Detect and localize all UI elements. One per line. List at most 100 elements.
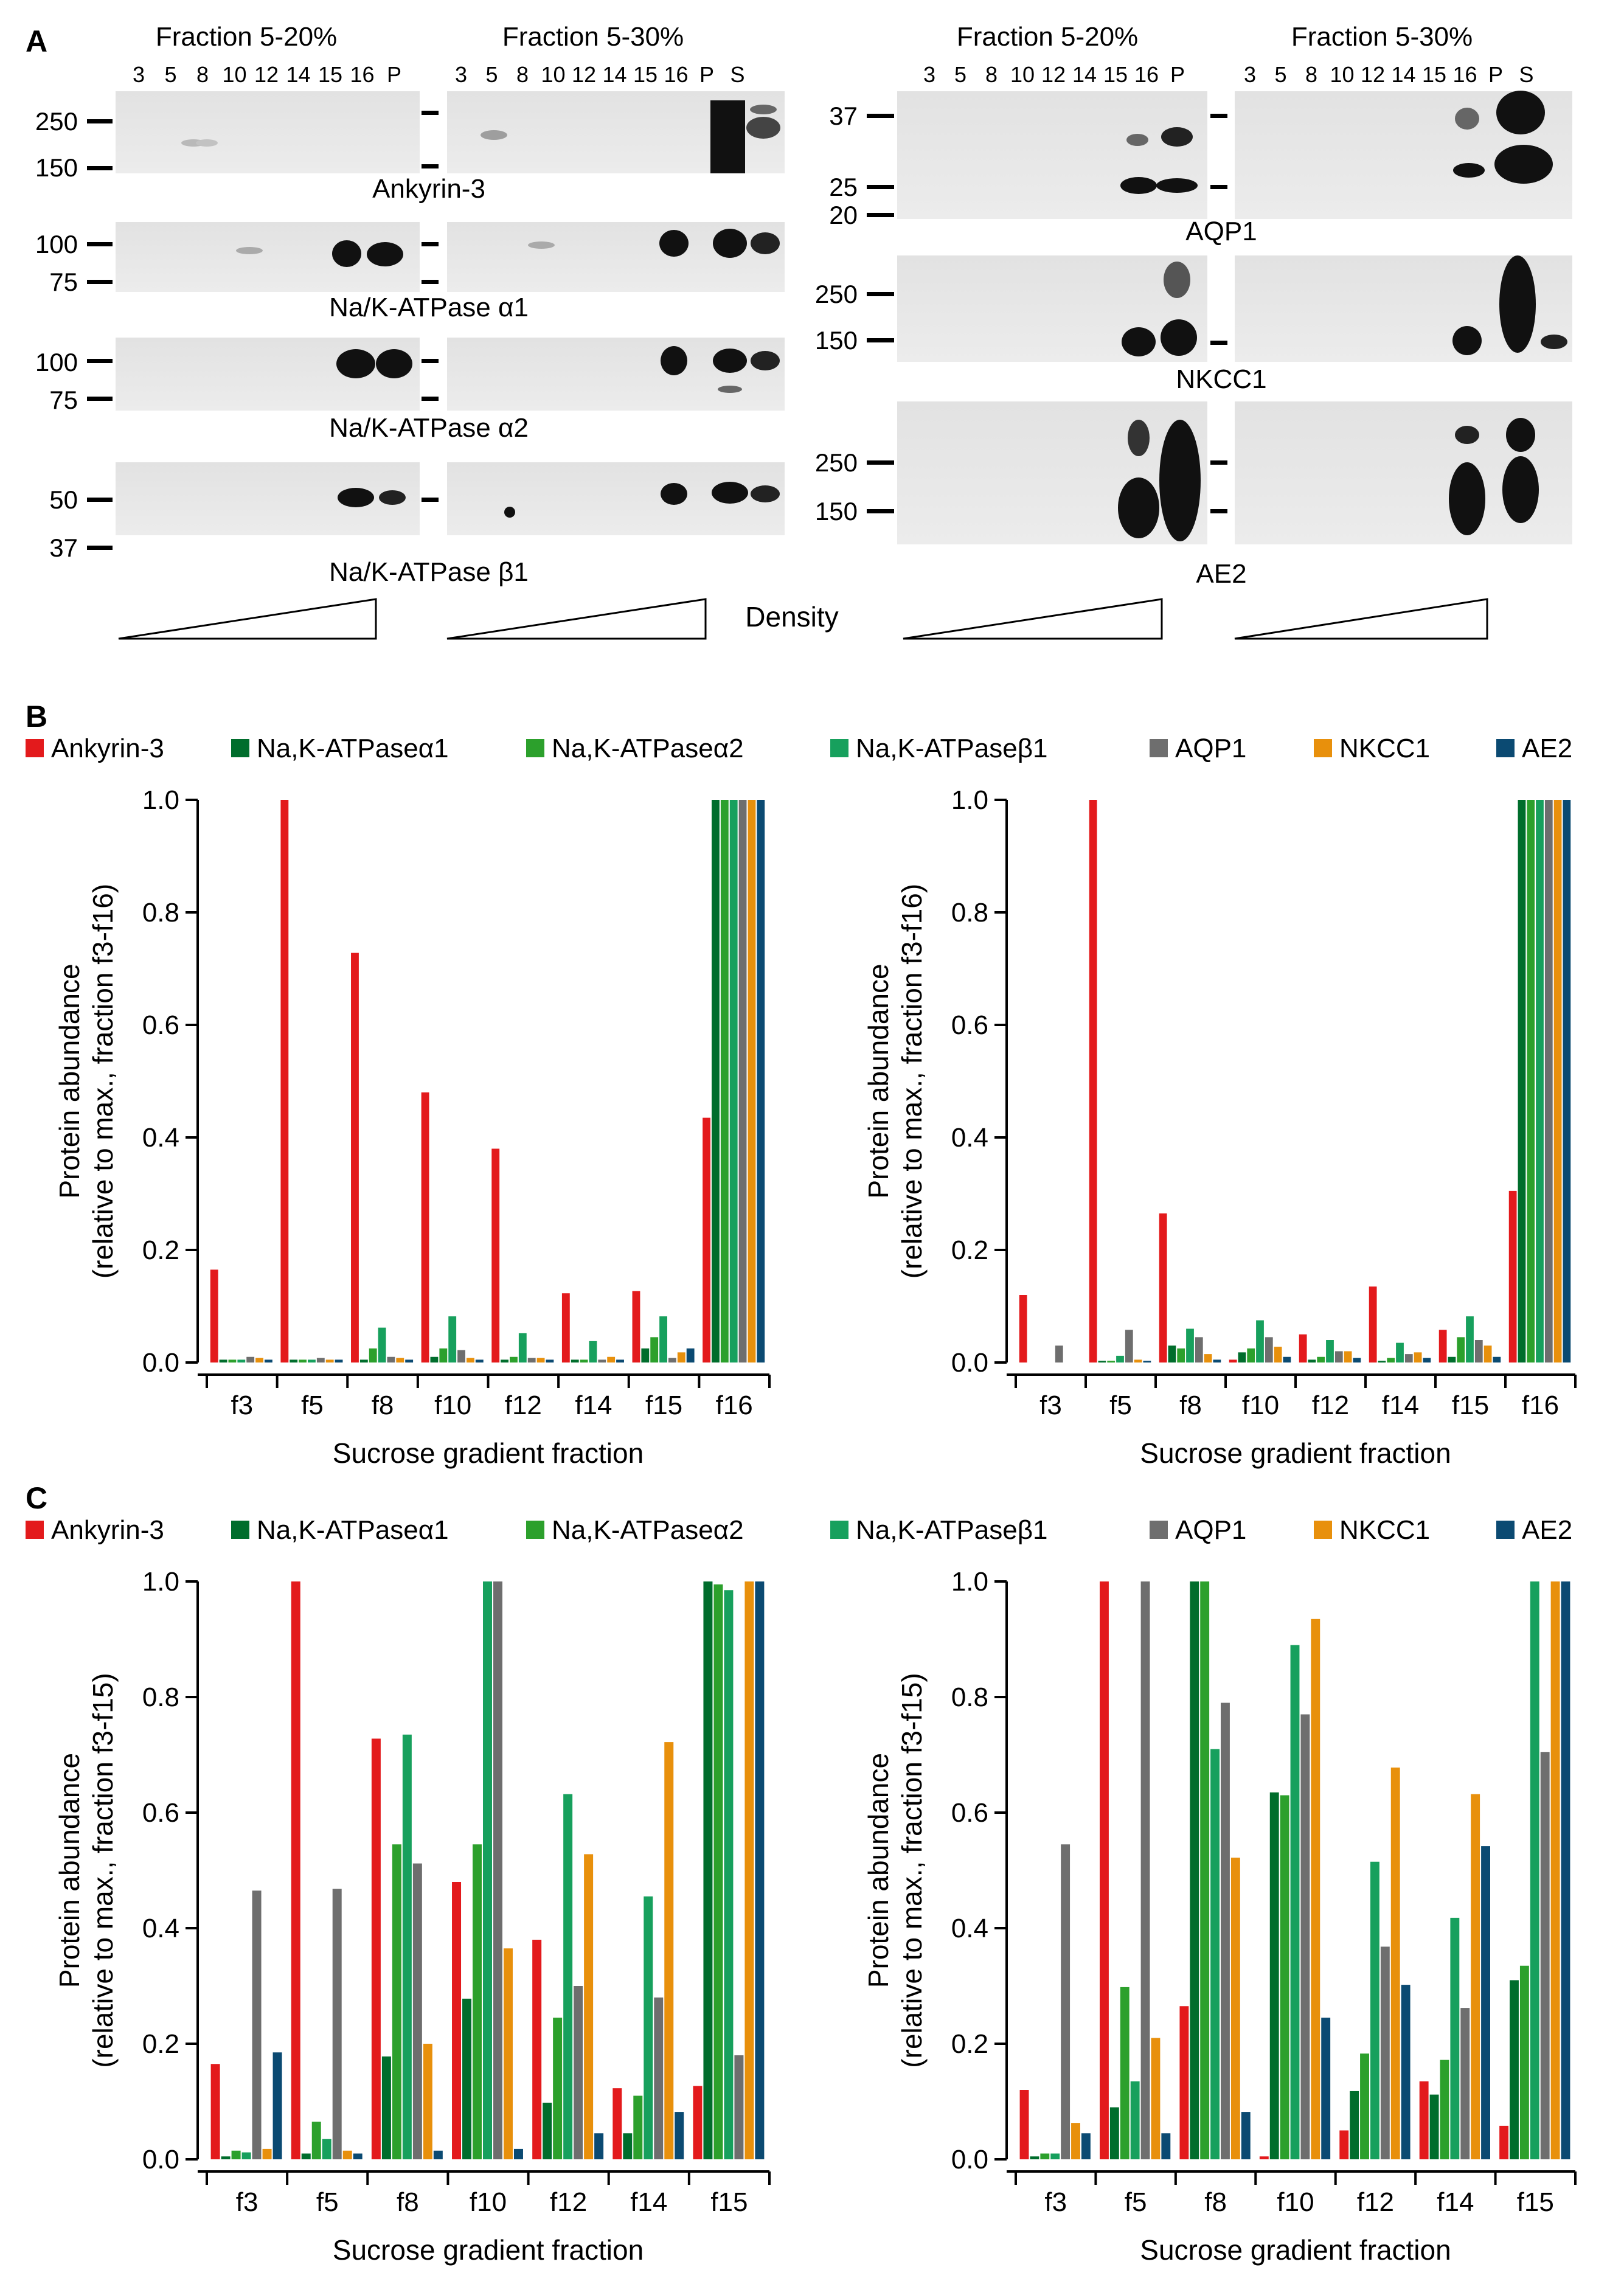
- marker-25: 25: [829, 173, 858, 201]
- bar-AE2-f15: [1561, 1581, 1570, 2159]
- bar-NKCC1-f8: [423, 2044, 432, 2159]
- bar-Ankyrin-3-f15: [1499, 2125, 1509, 2159]
- bar-AE2-f5: [1161, 2133, 1171, 2159]
- bar-Ankyrin-3-f12: [1339, 2130, 1349, 2159]
- bar-Na,K-ATPaseα2-f10: [1280, 1795, 1289, 2159]
- x-tick-label: f12: [1312, 1390, 1349, 1420]
- y-tick-label: 0.2: [142, 2029, 179, 2059]
- bar-Na,K-ATPaseα2-f8: [392, 1844, 401, 2159]
- bar-Na,K-ATPaseα1-f16: [1518, 800, 1526, 1362]
- bar-AE2-f3: [272, 2052, 282, 2159]
- x-tick-label: f14: [1382, 1390, 1419, 1420]
- lane-labels-left-5-20: 3 5 8 10 12 14 15 16 P: [133, 62, 401, 87]
- marker-37: 37: [829, 102, 858, 130]
- bar-Na,K-ATPaseβ1-f15: [659, 1316, 667, 1362]
- bar-AQP1-f3: [246, 1356, 255, 1362]
- y-axis-title-2: (relative to max., fraction f3-f15): [87, 1673, 119, 2067]
- bar-Ankyrin-3-f5: [291, 1581, 300, 2159]
- x-tick-label: f8: [1204, 2187, 1227, 2217]
- panel-label-b: B: [26, 699, 47, 734]
- bar-Na,K-ATPaseβ1-f10: [1256, 1320, 1264, 1362]
- lane-label: 15: [1103, 62, 1128, 87]
- y-tick-label: 0.2: [951, 2029, 988, 2059]
- x-tick-label: f10: [1242, 1390, 1279, 1420]
- x-tick-label: f8: [397, 2187, 419, 2217]
- bar-NKCC1-f10: [1311, 1619, 1320, 2159]
- y-tick-label: 0.6: [142, 1798, 179, 1828]
- legend-swatch: [1314, 739, 1332, 757]
- bar-AQP1-f10: [1265, 1337, 1273, 1362]
- bar-AE2-f16: [1563, 800, 1571, 1362]
- lane-label: 8: [1305, 62, 1317, 87]
- bar-AQP1-f12: [1380, 1946, 1390, 2159]
- bar-Na,K-ATPaseα2-f14: [633, 2095, 643, 2159]
- bar-Ankyrin-3-f5: [280, 800, 289, 1362]
- bar-Na,K-ATPaseβ1-f5: [1116, 1355, 1124, 1362]
- legend-swatch: [26, 1521, 44, 1539]
- bar-AE2-f5: [335, 1359, 343, 1362]
- blot-row-ae2: 250 150 AE2: [815, 401, 1572, 589]
- bar-AQP1-f14: [654, 1998, 664, 2159]
- bar-AE2-f15: [686, 1348, 695, 1362]
- y-axis-title-2: (relative to max., fraction f3-f16): [87, 884, 119, 1279]
- chart-c-left: 0.0 0.2 0.4 0.6 0.8 1.0 f3 f5 f8 f10 f12 f14 f15 Sucr…: [54, 1567, 771, 2266]
- lane-label: P: [1488, 62, 1503, 87]
- bar-Na,K-ATPaseβ1-f15: [1466, 1316, 1474, 1362]
- bar-Ankyrin-3-f8: [371, 1738, 381, 2159]
- lane-label: 10: [541, 62, 565, 87]
- legend-b: Ankyrin-3 Na,K-ATPaseα1 Na,K-ATPaseα2 Na,K-…: [26, 734, 1572, 763]
- bar-Na,K-ATPaseα1-f10: [430, 1356, 439, 1362]
- bar-Na,K-ATPaseα1-f12: [543, 2102, 552, 2159]
- bar-Na,K-ATPaseα2-f5: [1120, 1987, 1130, 2159]
- lane-label: 12: [1361, 62, 1385, 87]
- lane-labels-left-5-30: 3 5 8 10 12 14 15 16 P S: [455, 62, 745, 87]
- bar-Na,K-ATPaseβ1-f8: [1210, 1749, 1220, 2159]
- lane-labels-right-5-30: 3 5 8 10 12 14 15 16 P S: [1244, 62, 1534, 87]
- bar-AQP1-f15: [1474, 1340, 1483, 1362]
- blot-row-nka-beta1: 50 37 Na/K-ATPase β1: [49, 462, 785, 587]
- y-tick-label: 0.2: [951, 1235, 988, 1265]
- chart-b-left: 0.0 0.2 0.4 0.6 0.8 1.0 f3 f5 f8 f10 f12 f14 f15 f16 S…: [54, 785, 771, 1469]
- bar-Na,K-ATPaseα2-f14: [1440, 2060, 1449, 2159]
- x-tick-label: f15: [1517, 2187, 1554, 2217]
- bar-Na,K-ATPaseβ1-f14: [1396, 1342, 1404, 1362]
- bar-AE2-f14: [675, 2112, 684, 2159]
- blot-label-nka-alpha2: Na/K-ATPase α2: [329, 413, 529, 443]
- bar-Na,K-ATPaseβ1-f3: [1050, 2153, 1060, 2159]
- x-tick-label: f3: [1039, 1390, 1062, 1420]
- bar-AQP1-f5: [1140, 1581, 1150, 2159]
- bar-NKCC1-f10: [466, 1358, 474, 1362]
- lane-label: 8: [516, 62, 529, 87]
- legend-label: Ankyrin-3: [51, 1515, 164, 1545]
- bar-Na,K-ATPaseα2-f15: [1519, 1965, 1529, 2159]
- bar-Ankyrin-3-f8: [351, 953, 359, 1362]
- blot-label-nka-alpha1: Na/K-ATPase α1: [329, 293, 529, 322]
- bar-Na,K-ATPaseα2-f5: [299, 1359, 307, 1362]
- legend-swatch: [1150, 739, 1168, 757]
- bar-NKCC1-f12: [1390, 1767, 1400, 2159]
- chart-b-right: 0.0 0.2 0.4 0.6 0.8 1.0 f3 f5 f8 f10 f12 f14 f15 f16 S…: [862, 785, 1577, 1469]
- lane-label: 3: [923, 62, 935, 87]
- bar-NKCC1-f3: [1071, 2123, 1080, 2159]
- bar-AE2-f12: [546, 1359, 554, 1362]
- bar-NKCC1-f10: [1274, 1347, 1282, 1362]
- bar-Na,K-ATPaseα1-f3: [1030, 2156, 1039, 2159]
- marker-250: 250: [35, 107, 78, 136]
- legend-label: Ankyrin-3: [51, 734, 164, 763]
- bar-Na,K-ATPaseα2-f15: [1457, 1337, 1465, 1362]
- bar-Ankyrin-3-f12: [491, 1148, 500, 1362]
- legend-label: AE2: [1522, 1515, 1572, 1545]
- x-axis-title: Sucrose gradient fraction: [333, 2234, 644, 2266]
- bar-Na,K-ATPaseβ1-f8: [1186, 1328, 1194, 1362]
- y-tick-label: 0.8: [142, 898, 179, 928]
- bar-Na,K-ATPaseα2-f12: [1360, 2053, 1369, 2159]
- lane-label: 3: [455, 62, 467, 87]
- bar-Na,K-ATPaseα1-f10: [462, 1998, 472, 2159]
- legend-label: Na,K-ATPaseα2: [552, 734, 744, 763]
- bar-Na,K-ATPaseα2-f3: [231, 2150, 241, 2159]
- lane-label: 5: [485, 62, 498, 87]
- blot-label-ae2: AE2: [1196, 559, 1246, 589]
- bar-Na,K-ATPaseβ1-f8: [378, 1327, 386, 1362]
- bar-Na,K-ATPaseα2-f12: [553, 2018, 563, 2159]
- blot-header-right-5-30: Fraction 5-30%: [1291, 22, 1473, 52]
